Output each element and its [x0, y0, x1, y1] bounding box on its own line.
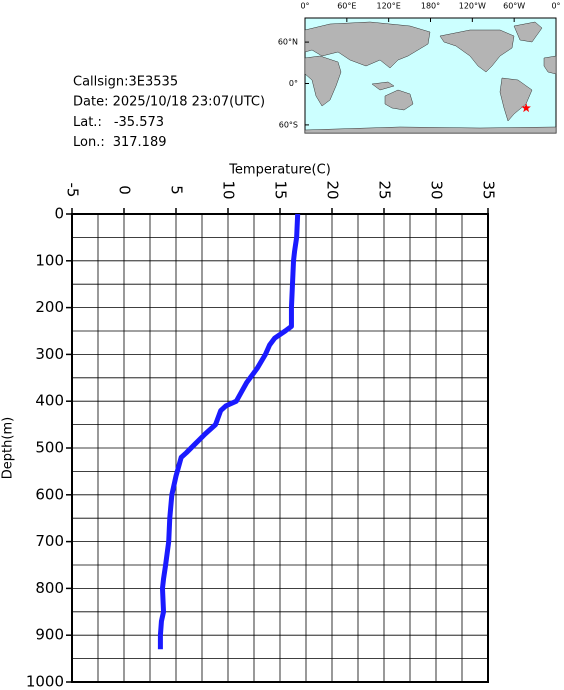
y-tick-label: 600 [35, 485, 64, 503]
y-tick-label: 900 [35, 626, 64, 644]
latitude: Lat.: -35.573 [73, 115, 164, 130]
y-tick-label: 300 [35, 345, 64, 363]
lat-label: Lat.: [73, 115, 102, 130]
y-tick-label: 500 [35, 439, 64, 457]
x-tick-label: 20 [324, 180, 342, 199]
y-tick-label: 1000 [26, 673, 64, 690]
map-lon-label: 0° [551, 2, 560, 11]
y-tick-label: 700 [35, 532, 64, 550]
map-lon-label: 120°E [377, 2, 401, 11]
map-lat-label: 0° [289, 79, 298, 88]
x-tick-label: 30 [428, 180, 446, 199]
y-tick-label: 100 [35, 251, 64, 269]
africa [304, 55, 342, 107]
x-tick-label: 5 [168, 185, 186, 195]
x-tick-label: 25 [376, 180, 394, 199]
x-tick-label: 10 [220, 180, 238, 199]
lon-value: 317.189 [113, 135, 167, 150]
date: Date: 2025/10/18 23:07(UTC) [73, 95, 265, 110]
map-lon-label: 0° [300, 2, 309, 11]
map-lat-label: 60°S [279, 120, 298, 129]
africa-west [543, 55, 557, 75]
south-america [499, 77, 533, 122]
eurasia [304, 21, 431, 69]
map-lon-label: 120°W [459, 2, 486, 11]
info-block: Callsign:3E3535 Date: 2025/10/18 23:07(U… [73, 75, 265, 150]
location-marker [521, 103, 531, 113]
map-lon-label: 60°E [337, 2, 356, 11]
australia [384, 89, 414, 111]
x-axis-label: Temperature(C) [228, 163, 331, 178]
y-axis-label: Depth(m) [1, 417, 16, 479]
lat-value: -35.573 [114, 115, 164, 130]
indonesia [371, 81, 395, 91]
lon-label: Lon.: [73, 135, 105, 150]
greenland [513, 21, 543, 43]
x-tick-label: 15 [272, 180, 290, 199]
map-land [304, 21, 557, 134]
north-america [439, 29, 515, 73]
world-map [304, 17, 557, 134]
y-tick-label: 0 [54, 205, 64, 223]
longitude: Lon.: 317.189 [73, 135, 167, 150]
map-lat-label: 60°N [278, 38, 298, 47]
x-tick-label: -5 [64, 183, 82, 198]
temperature-profile [157, 213, 301, 650]
callsign: Callsign:3E3535 [73, 75, 178, 90]
x-tick-label: 0 [116, 185, 134, 195]
antarctica [304, 126, 557, 134]
y-tick-label: 200 [35, 298, 64, 316]
y-tick-label: 800 [35, 579, 64, 597]
map-lon-label: 60°W [503, 2, 525, 11]
map-lon-label: 180° [421, 2, 440, 11]
y-tick-label: 400 [35, 392, 64, 410]
x-tick-label: 35 [480, 180, 498, 199]
